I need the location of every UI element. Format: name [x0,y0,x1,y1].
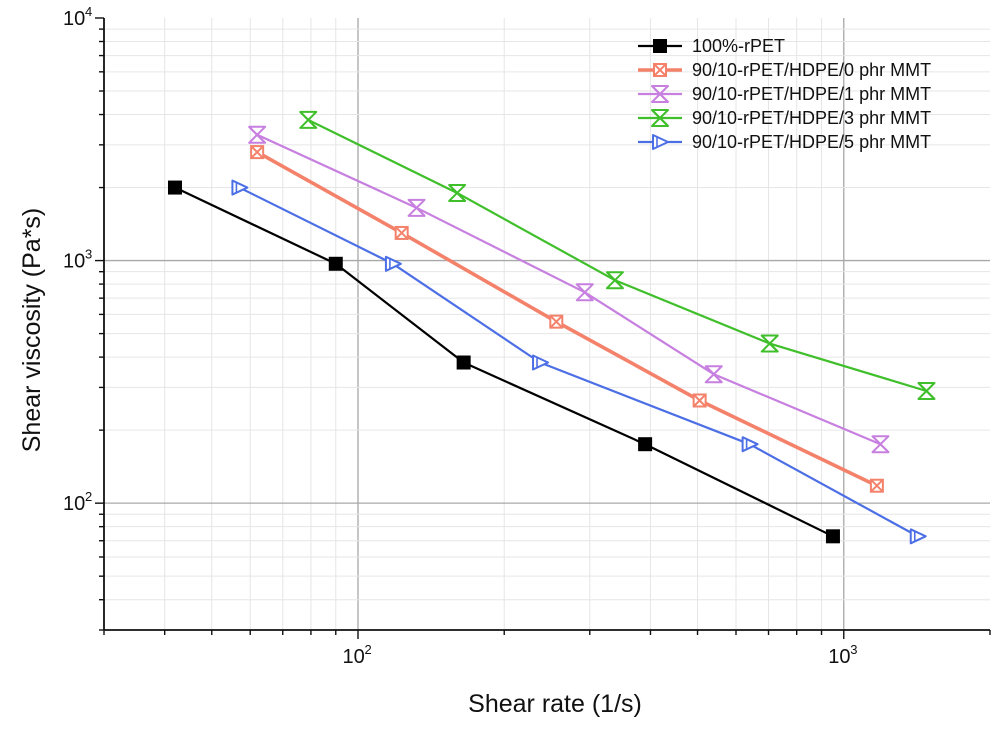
data-point [760,334,779,353]
data-point [917,381,936,400]
data-point [871,435,890,454]
data-point [909,528,927,545]
series-1 [167,180,840,544]
tick-label-exponent: 3 [850,642,857,657]
tick-label-base: 10 [342,646,364,668]
series-4 [299,110,936,400]
data-point [549,314,564,329]
series-line [238,186,919,538]
legend-item: 90/10-rPET/HDPE/0 phr MMT [638,60,931,80]
tick-label-exponent: 3 [85,247,92,262]
legend-label: 100%-rPET [692,36,785,56]
legend-marker [652,134,669,150]
data-point [394,225,409,240]
tick-label-exponent: 4 [85,4,92,19]
series-line [256,150,878,488]
legend-label: 90/10-rPET/HDPE/0 phr MMT [692,60,931,80]
series-layer [167,110,936,545]
data-point [448,183,467,202]
legend-marker [653,63,667,77]
data-point [248,125,267,144]
tick-label-exponent: 2 [364,642,371,657]
series-line [256,133,881,446]
series-3 [248,125,890,454]
data-point [167,180,182,195]
data-point [605,271,624,290]
x-tick-label: 10 3 [828,642,857,668]
data-point [704,365,723,384]
grid [104,18,990,630]
tick-label-base: 10 [63,8,85,30]
legend-marker [651,85,669,103]
data-point [328,256,343,271]
legend-item: 90/10-rPET/HDPE/1 phr MMT [638,84,931,104]
data-point [384,255,402,272]
series-2 [250,145,884,493]
tick-label-base: 10 [63,251,85,273]
y-tick-label: 10 2 [63,489,92,515]
data-point [825,529,840,544]
data-point [299,110,318,129]
tick-label-base: 10 [828,646,850,668]
legend-label: 90/10-rPET/HDPE/1 phr MMT [692,84,931,104]
x-tick-label: 10 2 [342,642,371,668]
legend-label: 90/10-rPET/HDPE/3 phr MMT [692,108,931,128]
legend-item: 90/10-rPET/HDPE/3 phr MMT [638,108,931,128]
legend-marker [651,109,669,127]
data-point [250,145,265,160]
series-line [307,118,927,393]
legend: 100%-rPET 90/10-rPET/HDPE/0 phr MMT 90/10-… [638,36,931,152]
tick-label-exponent: 2 [85,489,92,504]
legend-item: 90/10-rPET/HDPE/5 phr MMT [638,132,931,152]
data-point [407,198,426,217]
y-tick-label: 10 4 [63,4,92,30]
y-axis-title: Shear viscosity (Pa*s) [18,208,46,453]
data-point [456,355,471,370]
data-point [692,393,707,408]
data-point [638,437,653,452]
legend-item: 100%-rPET [638,36,785,56]
data-point [532,354,550,371]
data-point [575,283,594,302]
legend-label: 90/10-rPET/HDPE/5 phr MMT [692,132,931,152]
series-5 [231,179,927,545]
data-point [741,436,759,453]
y-tick-label: 10 3 [63,247,92,273]
legend-marker [653,39,667,53]
x-axis-title: Shear rate (1/s) [468,690,642,718]
axes: 10 2 10 310 210 310 4 [63,4,991,668]
data-point [231,179,249,196]
data-point [869,478,884,493]
tick-label-base: 10 [63,493,85,515]
